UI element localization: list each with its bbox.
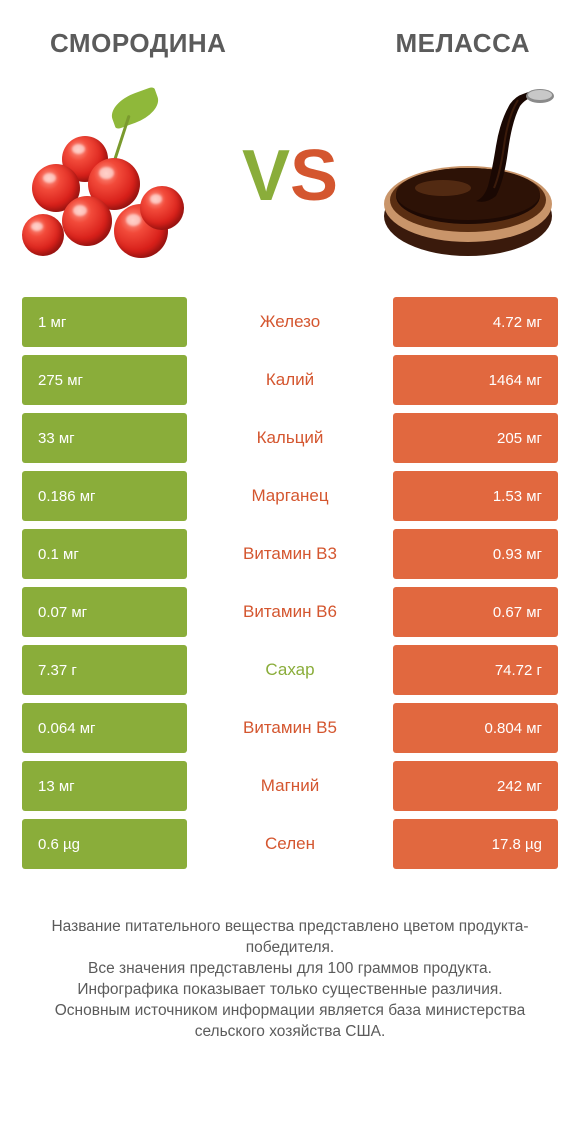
nutrient-label: Магний xyxy=(187,761,393,811)
right-value-cell: 74.72 г xyxy=(393,645,558,695)
right-value-cell: 205 мг xyxy=(393,413,558,463)
footer-line: Основным источником информации является … xyxy=(34,1001,546,1043)
table-row: 0.6 µgСелен17.8 µg xyxy=(22,819,558,869)
table-row: 275 мгКалий1464 мг xyxy=(22,355,558,405)
footer-line: Инфографика показывает только существенн… xyxy=(34,980,546,1001)
right-value-cell: 0.804 мг xyxy=(393,703,558,753)
right-value-cell: 0.67 мг xyxy=(393,587,558,637)
table-row: 0.07 мгВитамин B60.67 мг xyxy=(22,587,558,637)
vs-v: V xyxy=(242,136,290,216)
right-value-cell: 1464 мг xyxy=(393,355,558,405)
table-row: 33 мгКальций205 мг xyxy=(22,413,558,463)
left-value-cell: 13 мг xyxy=(22,761,187,811)
hero-row: VS xyxy=(0,59,580,297)
table-row: 0.186 мгМарганец1.53 мг xyxy=(22,471,558,521)
left-value-cell: 0.6 µg xyxy=(22,819,187,869)
nutrient-label: Селен xyxy=(187,819,393,869)
right-value-cell: 0.93 мг xyxy=(393,529,558,579)
nutrient-label: Сахар xyxy=(187,645,393,695)
table-row: 7.37 гСахар74.72 г xyxy=(22,645,558,695)
footer-line: Название питательного вещества представл… xyxy=(34,917,546,959)
left-value-cell: 0.064 мг xyxy=(22,703,187,753)
nutrient-label: Витамин B6 xyxy=(187,587,393,637)
currant-image xyxy=(22,86,212,266)
nutrient-label: Витамин B3 xyxy=(187,529,393,579)
table-row: 13 мгМагний242 мг xyxy=(22,761,558,811)
left-value-cell: 33 мг xyxy=(22,413,187,463)
left-product-title: СМОРОДИНА xyxy=(50,28,226,59)
right-value-cell: 1.53 мг xyxy=(393,471,558,521)
header-titles: СМОРОДИНА МЕЛАССА xyxy=(0,0,580,59)
nutrient-label: Марганец xyxy=(187,471,393,521)
left-value-cell: 1 мг xyxy=(22,297,187,347)
vs-s: S xyxy=(290,136,338,216)
left-value-cell: 0.186 мг xyxy=(22,471,187,521)
right-value-cell: 4.72 мг xyxy=(393,297,558,347)
right-value-cell: 242 мг xyxy=(393,761,558,811)
table-row: 0.1 мгВитамин B30.93 мг xyxy=(22,529,558,579)
left-value-cell: 0.07 мг xyxy=(22,587,187,637)
nutrient-label: Железо xyxy=(187,297,393,347)
left-value-cell: 7.37 г xyxy=(22,645,187,695)
comparison-table: 1 мгЖелезо4.72 мг 275 мгКалий1464 мг 33 мг… xyxy=(0,297,580,869)
table-row: 1 мгЖелезо4.72 мг xyxy=(22,297,558,347)
right-value-cell: 17.8 µg xyxy=(393,819,558,869)
footer-line: Все значения представлены для 100 граммо… xyxy=(34,959,546,980)
footer-notes: Название питательного вещества представл… xyxy=(0,877,580,1043)
molasses-image xyxy=(368,86,558,266)
left-value-cell: 0.1 мг xyxy=(22,529,187,579)
nutrient-label: Витамин B5 xyxy=(187,703,393,753)
nutrient-label: Калий xyxy=(187,355,393,405)
right-product-title: МЕЛАССА xyxy=(395,28,530,59)
table-row: 0.064 мгВитамин B50.804 мг xyxy=(22,703,558,753)
vs-label: VS xyxy=(242,135,338,217)
nutrient-label: Кальций xyxy=(187,413,393,463)
left-value-cell: 275 мг xyxy=(22,355,187,405)
